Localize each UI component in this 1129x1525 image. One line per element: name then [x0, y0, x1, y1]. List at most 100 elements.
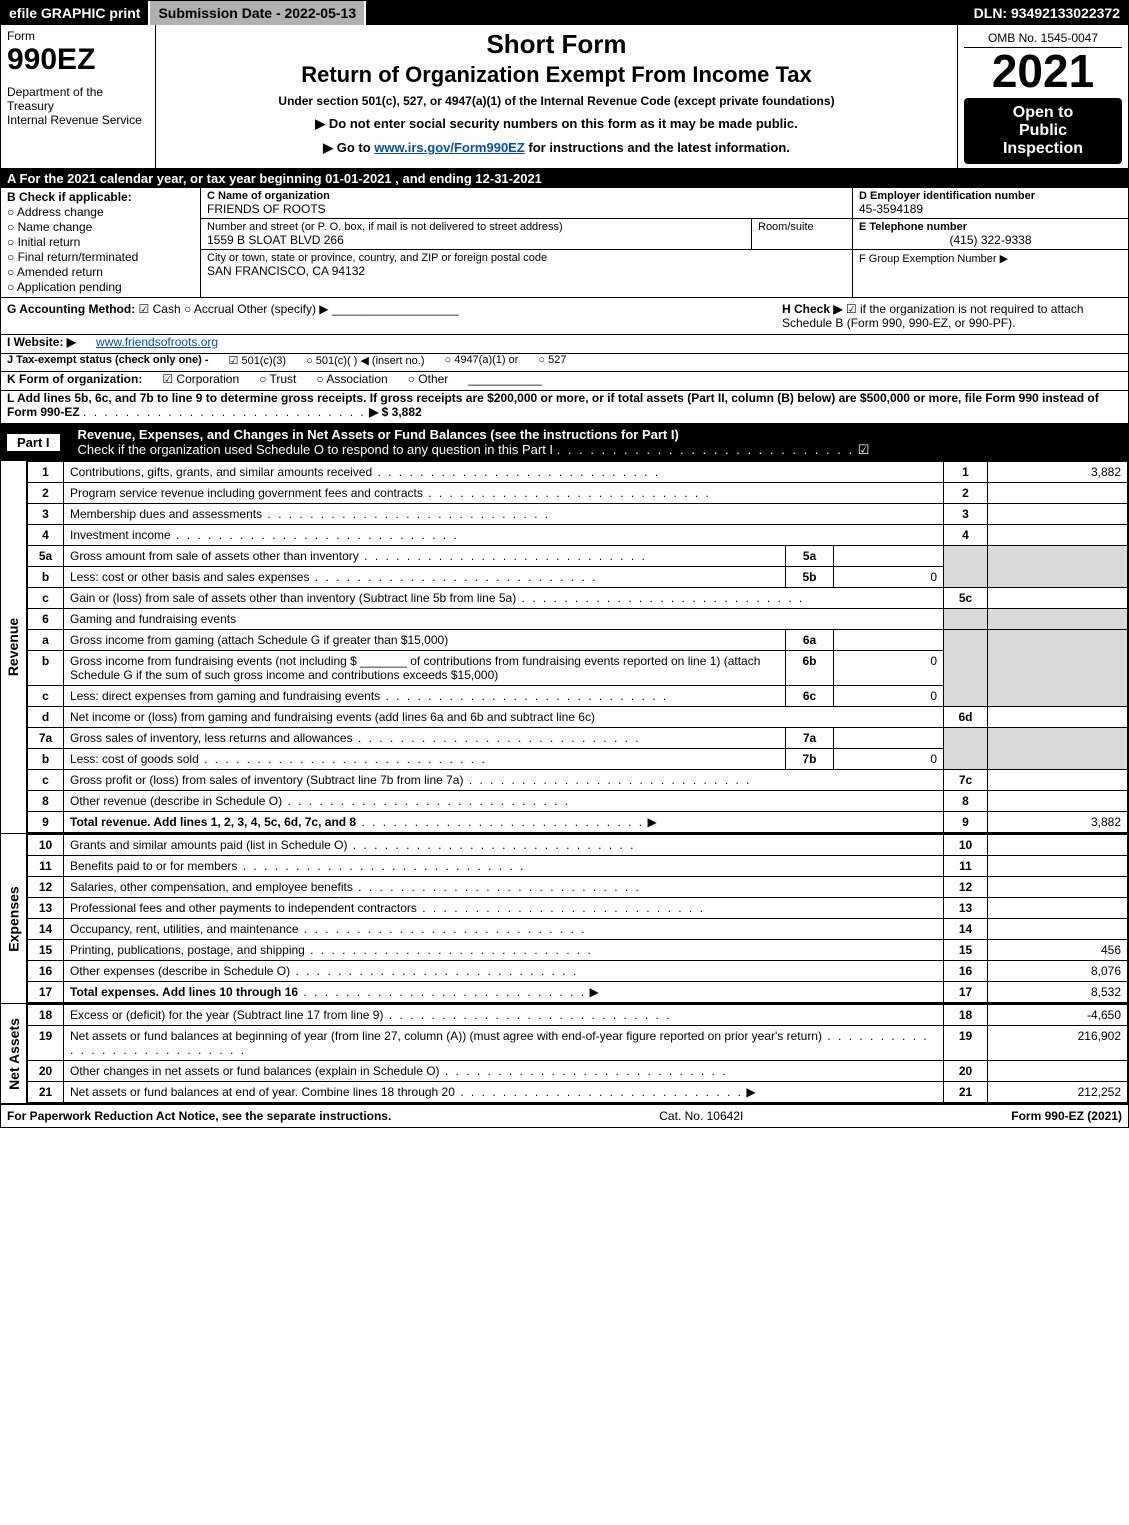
part-i-title: Revenue, Expenses, and Changes in Net As… [78, 427, 679, 442]
l4-amt [988, 525, 1128, 546]
cb-527[interactable]: 527 [538, 354, 566, 366]
l3-ln: 3 [944, 504, 988, 525]
l7ab-shade2 [988, 728, 1128, 770]
section-g: G Accounting Method: Cash Accrual Other … [7, 302, 762, 316]
l4-ln: 4 [944, 525, 988, 546]
cb-other-org[interactable]: Other [408, 372, 449, 386]
line-3: 3Membership dues and assessments3 [28, 504, 1128, 525]
l7a-num: 7a [28, 728, 64, 749]
l18-text: Excess or (deficit) for the year (Subtra… [70, 1008, 383, 1022]
l11-num: 11 [28, 856, 64, 877]
cb-schedule-b[interactable] [846, 302, 860, 316]
l19-num: 19 [28, 1026, 64, 1061]
netassets-table: 18 Excess or (deficit) for the year (Subt… [27, 1004, 1128, 1103]
cb-amended-return[interactable]: Amended return [7, 265, 194, 279]
l-amount: ▶ $ 3,882 [369, 405, 422, 419]
telephone: (415) 322-9338 [859, 233, 1122, 247]
line-1: 1Contributions, gifts, grants, and simil… [28, 462, 1128, 483]
open-line2: Public [968, 122, 1118, 140]
netassets-vlabel: Net Assets [1, 1004, 27, 1103]
expenses-vlabel: Expenses [1, 834, 27, 1003]
cb-501c3[interactable]: 501(c)(3) [229, 354, 287, 367]
l6abc-shade [944, 630, 988, 707]
netassets-text: Net Assets [6, 1018, 22, 1090]
efile-label: efile GRAPHIC print [1, 1, 150, 25]
header-center: Short Form Return of Organization Exempt… [156, 25, 958, 168]
l6c-sv: 0 [834, 686, 944, 707]
part-i-checkbox[interactable]: ☑ [858, 442, 870, 457]
l18-amt: -4,650 [988, 1005, 1128, 1026]
l2-ln: 2 [944, 483, 988, 504]
l18-ln: 18 [944, 1005, 988, 1026]
l21-arrow: ▶ [746, 1085, 755, 1099]
instr-link[interactable]: www.irs.gov/Form990EZ [374, 140, 525, 155]
l7b-sv: 0 [834, 749, 944, 770]
line-7a: 7aGross sales of inventory, less returns… [28, 728, 1128, 749]
cb-cash[interactable]: Cash [139, 302, 181, 316]
l4-text: Investment income [70, 528, 171, 542]
section-l: L Add lines 5b, 6c, and 7b to line 9 to … [1, 391, 1128, 424]
section-k: K Form of organization: Corporation Trus… [1, 372, 1128, 391]
form-word: Form [7, 29, 149, 43]
l17-amt: 8,532 [988, 982, 1128, 1003]
l10-ln: 10 [944, 835, 988, 856]
l6a-num: a [28, 630, 64, 651]
l11-ln: 11 [944, 856, 988, 877]
revenue-block: Revenue 1Contributions, gifts, grants, a… [1, 461, 1128, 834]
topbar: efile GRAPHIC print Submission Date - 20… [1, 1, 1128, 25]
line-19: 19Net assets or fund balances at beginni… [28, 1026, 1128, 1061]
l21-ln: 21 [944, 1082, 988, 1103]
g-label: G Accounting Method: [7, 302, 135, 316]
footer-center: Cat. No. 10642I [659, 1109, 743, 1123]
l5ab-shade [944, 546, 988, 588]
l19-amt: 216,902 [988, 1026, 1128, 1061]
l20-num: 20 [28, 1061, 64, 1082]
footer-left: For Paperwork Reduction Act Notice, see … [7, 1109, 391, 1123]
c-room-label: Room/suite [758, 221, 846, 233]
line-7c: cGross profit or (loss) from sales of in… [28, 770, 1128, 791]
line-5c: cGain or (loss) from sale of assets othe… [28, 588, 1128, 609]
cb-trust[interactable]: Trust [259, 372, 296, 386]
l14-ln: 14 [944, 919, 988, 940]
l21-amt: 212,252 [988, 1082, 1128, 1103]
org-city: SAN FRANCISCO, CA 94132 [207, 264, 846, 278]
line-13: 13Professional fees and other payments t… [28, 898, 1128, 919]
cb-association[interactable]: Association [316, 372, 387, 386]
cb-application-pending[interactable]: Application pending [7, 280, 194, 294]
f-label: F Group Exemption Number ▶ [859, 252, 1122, 265]
l6-shade [944, 609, 988, 630]
l6c-text: Less: direct expenses from gaming and fu… [70, 689, 380, 703]
l7a-sv [834, 728, 944, 749]
l5a-num: 5a [28, 546, 64, 567]
l11-amt [988, 856, 1128, 877]
irs-label: Internal Revenue Service [7, 113, 149, 127]
e-label: E Telephone number [859, 221, 1122, 233]
cb-accrual[interactable]: Accrual [184, 302, 234, 316]
expenses-table: 10Grants and similar amounts paid (list … [27, 834, 1128, 1003]
l6a-text: Gross income from gaming (attach Schedul… [70, 633, 448, 647]
website-link[interactable]: www.friendsofroots.org [96, 335, 218, 349]
l7b-num: b [28, 749, 64, 770]
l15-text: Printing, publications, postage, and shi… [70, 943, 305, 957]
cb-corporation[interactable]: Corporation [162, 372, 239, 386]
bcd-row: B Check if applicable: Address change Na… [1, 188, 1128, 298]
line-12: 12Salaries, other compensation, and empl… [28, 877, 1128, 898]
cb-501c[interactable]: 501(c)( ) ◀ (insert no.) [306, 354, 424, 367]
cb-final-return[interactable]: Final return/terminated [7, 250, 194, 264]
cb-initial-return[interactable]: Initial return [7, 235, 194, 249]
expenses-text: Expenses [6, 886, 22, 951]
line-8: 8Other revenue (describe in Schedule O)8 [28, 791, 1128, 812]
l6d-text: Net income or (loss) from gaming and fun… [70, 710, 595, 724]
l6c-num: c [28, 686, 64, 707]
l5b-text: Less: cost or other basis and sales expe… [70, 570, 309, 584]
open-line1: Open to [968, 104, 1118, 122]
cb-4947[interactable]: 4947(a)(1) or [445, 354, 519, 366]
subtitle: Under section 501(c), 527, or 4947(a)(1)… [162, 94, 951, 108]
l6b-sn: 6b [786, 651, 834, 686]
cb-name-change[interactable]: Name change [7, 220, 194, 234]
l17-ln: 17 [944, 982, 988, 1003]
line-17: 17Total expenses. Add lines 10 through 1… [28, 982, 1128, 1003]
l6d-num: d [28, 707, 64, 728]
l5ab-shade2 [988, 546, 1128, 588]
cb-address-change[interactable]: Address change [7, 205, 194, 219]
